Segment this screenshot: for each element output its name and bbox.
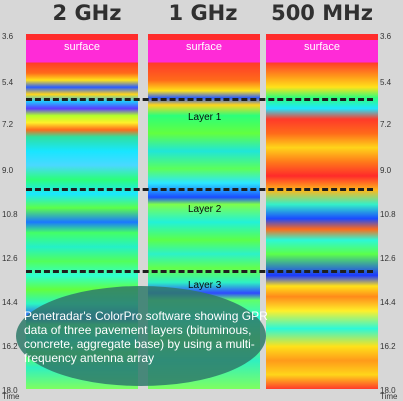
tick-label: 10.8 [2, 210, 18, 219]
radargram-500mhz: surface [266, 34, 378, 389]
tick-label: 7.2 [380, 120, 392, 129]
layer-label: Layer 2 [188, 204, 222, 215]
tick-label: 12.6 [380, 254, 396, 263]
surface-label: surface [26, 40, 138, 54]
tick-label: 16.2 [2, 342, 18, 351]
surface-reflection [148, 34, 260, 40]
radargram-image [266, 34, 378, 389]
axis-label-right: Time [380, 392, 398, 401]
tick-label: 14.4 [380, 298, 396, 307]
caption-text: Penetradar's ColorPro software showing G… [24, 309, 268, 365]
tick-label: 3.6 [380, 32, 392, 41]
freq-2ghz: 2 GHz [52, 1, 122, 25]
layer-label: Layer 1 [188, 112, 222, 123]
surface-label: surface [266, 40, 378, 54]
layer-label: Layer 3 [188, 280, 222, 291]
freq-1ghz: 1 GHz [168, 1, 238, 25]
axis-label-left: Time [2, 392, 20, 401]
tick-label: 18.0 [2, 386, 18, 395]
surface-reflection [266, 34, 378, 40]
tick-label: 5.4 [2, 78, 14, 87]
tick-label: 3.6 [2, 32, 14, 41]
tick-label: 12.6 [2, 254, 18, 263]
layer-boundary-line [26, 270, 373, 273]
tick-label: 14.4 [2, 298, 18, 307]
right-time-axis: 3.6 5.4 7.2 9.0 10.8 12.6 14.4 16.2 18.0 [380, 28, 403, 395]
layer-boundary-line [26, 188, 373, 191]
layer-boundary-line [26, 98, 373, 101]
tick-label: 18.0 [380, 386, 396, 395]
tick-label: 7.2 [2, 120, 14, 129]
left-time-axis: 3.6 5.4 7.2 9.0 10.8 12.6 14.4 16.2 18.0 [2, 28, 26, 395]
tick-label: 9.0 [380, 166, 392, 175]
caption-overlay [16, 286, 266, 386]
surface-reflection [26, 34, 138, 40]
tick-label: 9.0 [2, 166, 14, 175]
freq-500mhz: 500 MHz [271, 1, 373, 25]
surface-label: surface [148, 40, 260, 54]
tick-label: 10.8 [380, 210, 396, 219]
tick-label: 5.4 [380, 78, 392, 87]
tick-label: 16.2 [380, 342, 396, 351]
